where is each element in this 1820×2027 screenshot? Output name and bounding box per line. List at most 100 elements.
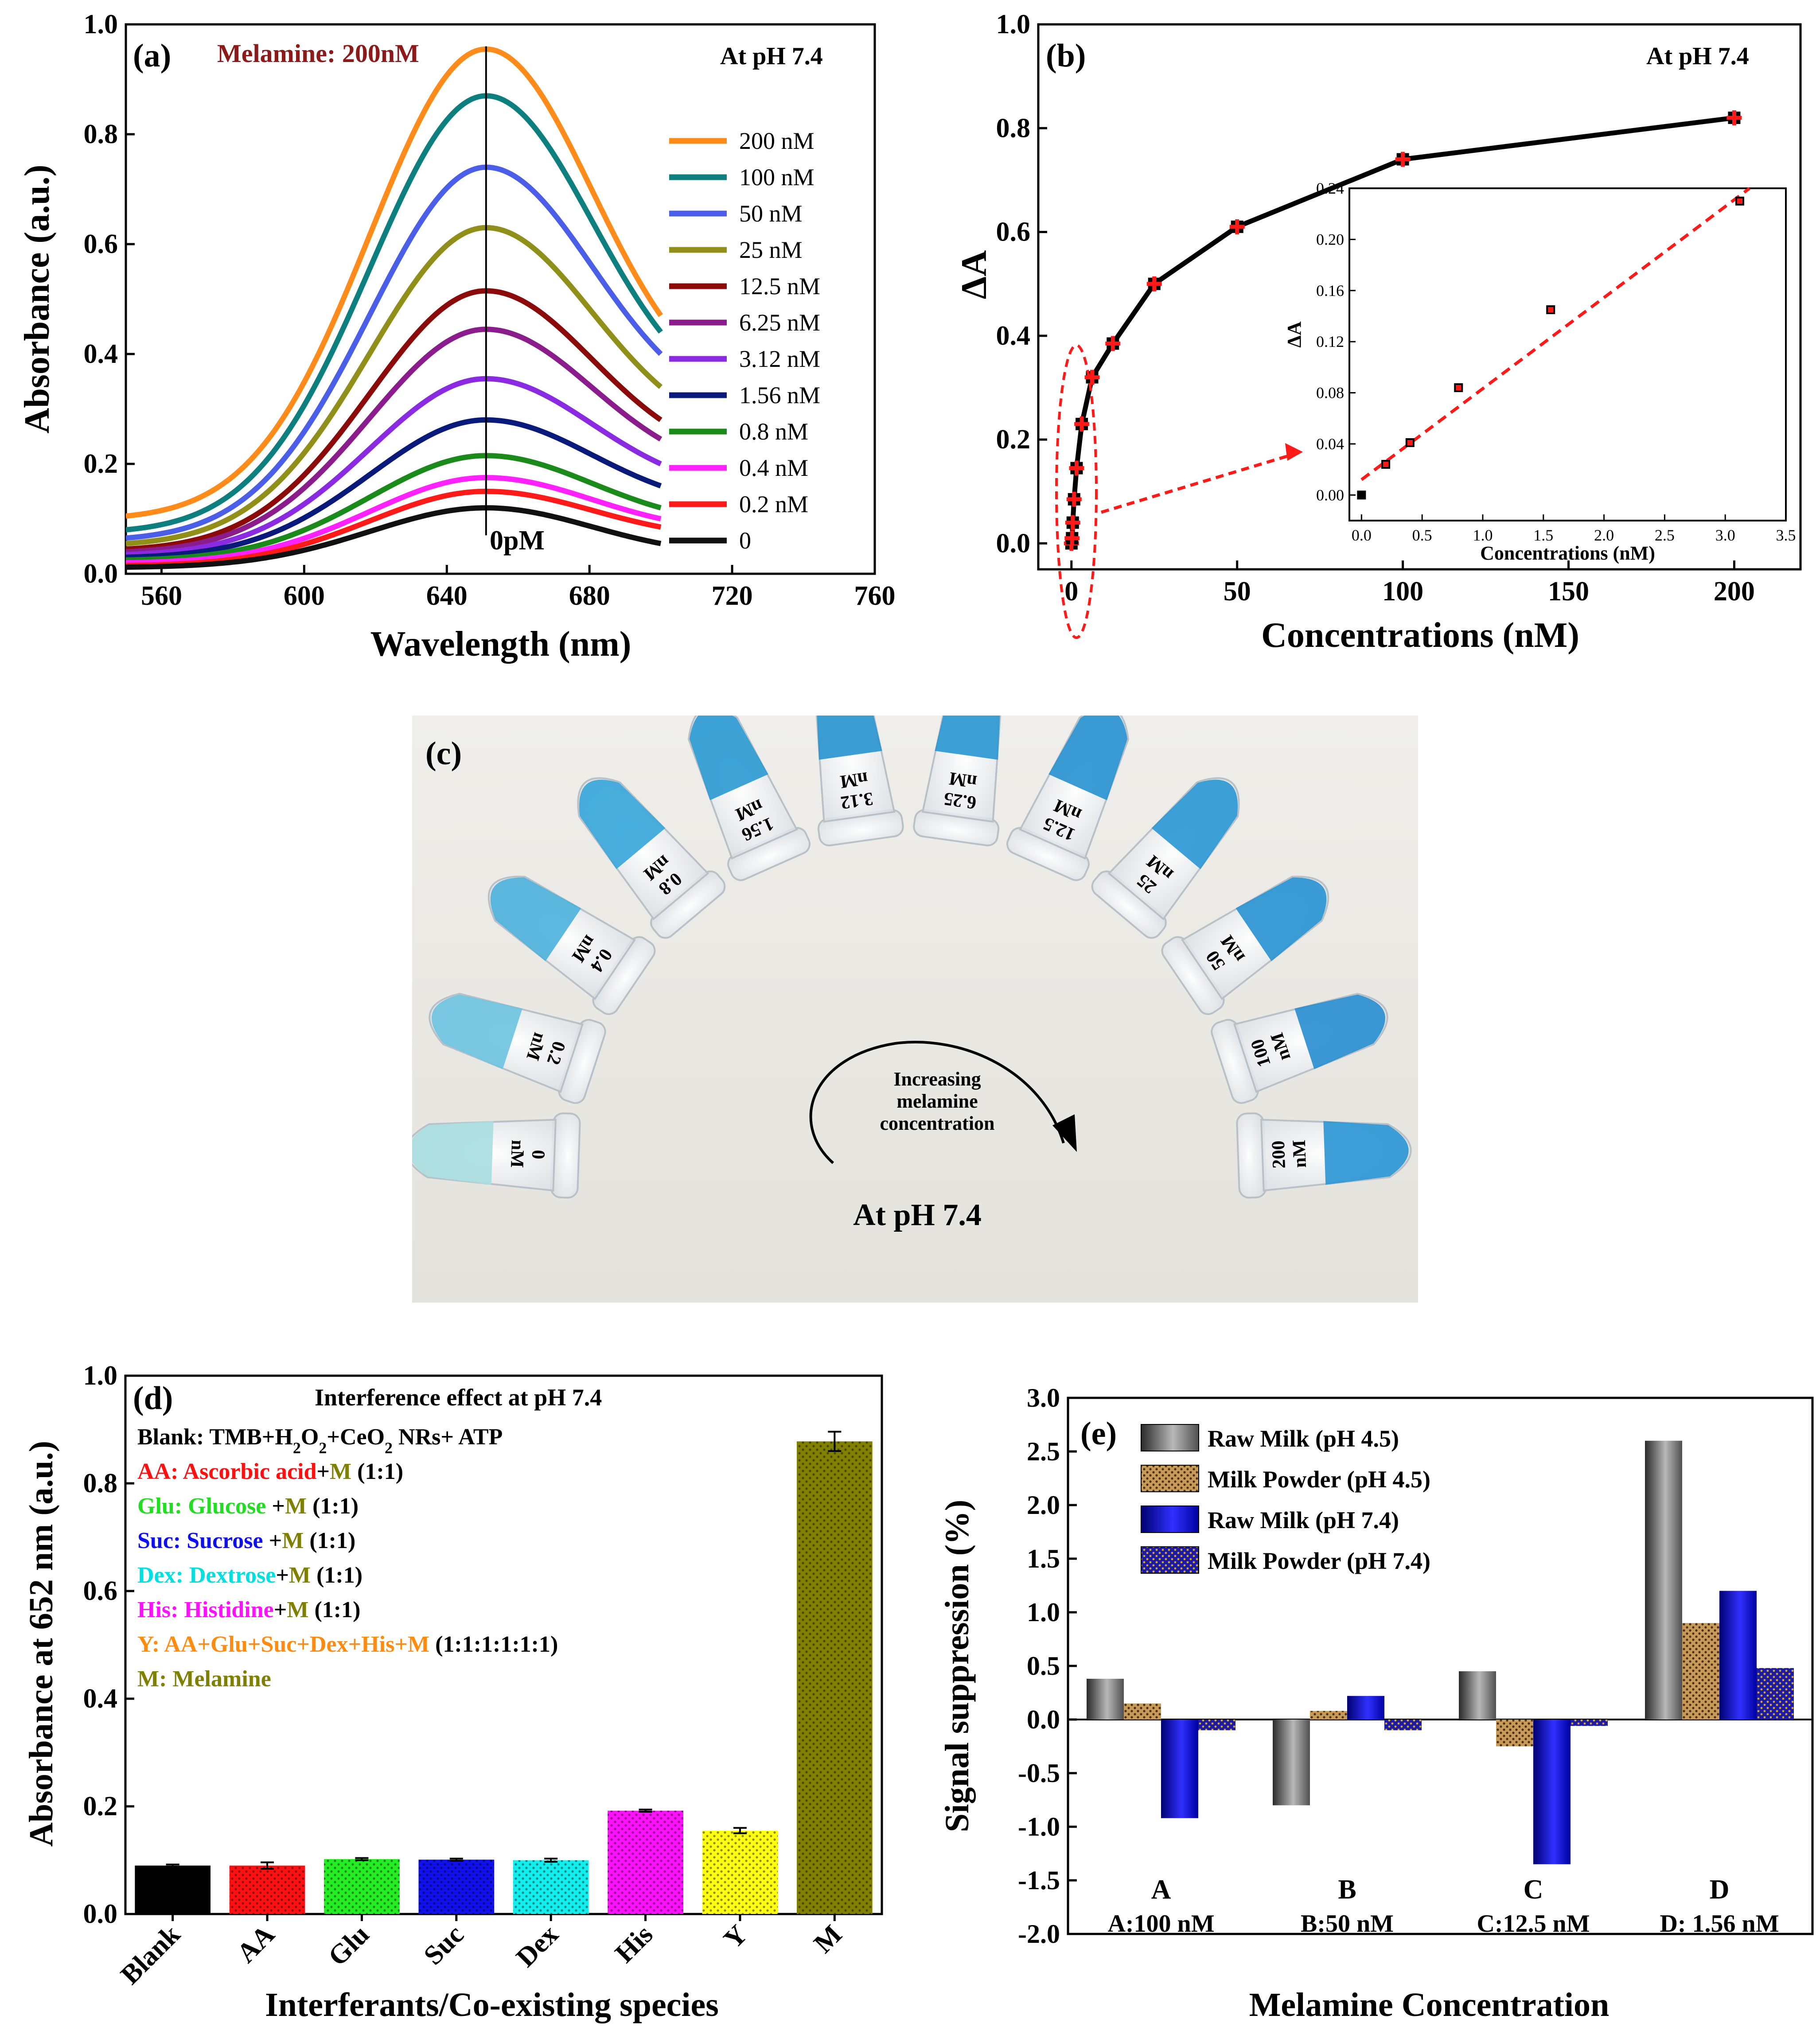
panel-e-legend-swatch [1141,1506,1199,1533]
panel-c-tube-liquid [816,716,882,760]
panel-b-chart: 0 50 100 150 200 0.0 0.2 0.4 0.6 0.8 1.0 0.0 0.5 1.0… [954,9,1802,655]
panel-c-label: (c) [425,735,462,772]
panel-a-curve [126,505,662,570]
panel-d-chart: 0.0 0.2 0.4 0.6 0.8 1.0 Blank AA Glu Suc Dex His Y M… [23,1361,883,2023]
panel-d-error-bar [355,1857,369,1861]
panel-c-tube-value: 3.12 [839,788,874,813]
panel-b-y-tick-label: 0.4 [996,321,1031,351]
panel-b-inset-x-tick-label: 3.5 [1776,526,1796,544]
panel-b-inset-y-tick-label: 0.00 [1316,486,1344,504]
panel-b-data-marker [1064,530,1080,546]
panel-a-legend-label: 200 nM [739,128,815,154]
panel-b-x-tick-label: 200 [1714,576,1755,607]
panel-a-chart: 560 600 640 680 720 760 0.0 0.2 0.4 0.6 0.8 1.0 (a)… [18,9,896,664]
panel-b-inset-y-tick-label: 0.08 [1316,384,1344,402]
panel-b-data-marker [1084,370,1100,385]
panel-d-y-tick-label: 0.6 [83,1576,118,1606]
panel-e-group-letter: A [1151,1875,1171,1905]
panel-b-inset-x-tick-label: 0.0 [1352,526,1372,544]
panel-a-curve [126,453,662,563]
panel-a-legend-label: 0.2 nM [739,491,808,517]
panel-d-heading: Interference effect at pH 7.4 [315,1384,602,1411]
panel-c-tube: 0.8nM [577,777,726,939]
panel-d-error-bar [449,1857,463,1862]
panel-b-y-tick-label: 0.6 [996,217,1031,247]
panel-d-legend-line: Glu: Glucose +M (1:1) [137,1494,359,1519]
panel-b-data-marker [1146,276,1162,292]
panel-a-legend-label: 25 nM [739,237,803,263]
panel-b-x-tick-label: 0 [1064,576,1078,607]
panel-e-bar [1384,1720,1422,1731]
panel-e-legend-label: Milk Powder (pH 7.4) [1208,1548,1430,1574]
panel-b-inset-frame [1348,187,1787,521]
panel-d-legend-line: Suc: Sucrose +M (1:1) [137,1528,355,1553]
panel-d-x-tick-label: Y [718,1919,753,1955]
panel-b-inset-y-label: ΔA [1283,321,1305,348]
panel-d-bar-pattern [513,1860,589,1914]
panel-c-tube-liquid [1235,877,1327,961]
panel-b-y-tick-label: 0.0 [996,528,1031,558]
panel-c-arrowhead [1052,1114,1077,1152]
panel-b-data-marker [1105,336,1121,351]
panel-e-y-tick-label: -0.5 [1018,1759,1060,1788]
panel-b-data-marker [1229,219,1245,234]
panel-d-error-bar [544,1857,558,1863]
panel-e-group-letter: B [1338,1875,1356,1905]
panel-c-tube-liquid [935,716,1001,760]
panel-a-curve [126,417,662,560]
panel-a-y-tick-label: 0.4 [84,339,118,369]
panel-e-group-caption: A:100 nM [1107,1910,1214,1938]
panel-c-tube-liquid [1294,994,1385,1070]
panel-d-x-tick-label: His [609,1919,659,1969]
panel-b-inset: 0.0 0.5 1.0 1.5 2.0 2.5 3.0 3.5 0.00 0.04 0.08 0.12… [1283,179,1796,564]
panel-b-inset-y-tick-label: 0.24 [1316,179,1344,197]
panel-c-tube-liquid [1048,716,1128,801]
panel-e-legend-label: Milk Powder (pH 4.5) [1208,1466,1430,1493]
panel-a-label: (a) [133,38,171,74]
panel-e-bar [1124,1703,1161,1720]
panel-a-legend-label: 3.12 nM [739,346,820,372]
panel-c-tube-value: 0 [528,1150,549,1160]
panel-d-legend-line: M: Melamine [137,1666,271,1692]
panel-d-y-tick-label: 0.4 [83,1684,118,1714]
panel-a-curve [126,93,663,533]
panel-e-y-tick-label: -1.0 [1018,1812,1060,1841]
panel-e-y-tick-label: 1.0 [1027,1598,1060,1627]
panel-d-label: (d) [133,1380,173,1416]
panel-b-inset-x-tick-label: 1.5 [1533,526,1553,544]
panel-b-zoom-arrow [1101,452,1295,514]
panel-b-inset-y-tick-label: 0.12 [1316,333,1344,350]
panel-a-legend-label: 1.56 nM [739,382,820,409]
panel-a-y-tick-label: 0.8 [84,119,118,149]
panel-e-y-tick-label: 0.0 [1027,1705,1060,1734]
panel-e-legend-label: Raw Milk (pH 7.4) [1208,1507,1399,1533]
panel-a-condition: At pH 7.4 [720,43,823,70]
panel-a-legend-label: 12.5 nM [739,273,820,300]
panel-b-x-axis-label: Concentrations (nM) [1261,616,1579,655]
panel-a-y-axis-label: Absorbance (a.u.) [18,165,57,434]
panel-d-x-tick-label: Suc [418,1919,469,1971]
panel-e-bar [1273,1720,1310,1805]
panel-a-x-tick-label: 600 [284,581,325,611]
panel-e-bar [1719,1591,1757,1720]
panel-d-legend-line: His: Histidine+M (1:1) [137,1597,360,1622]
panel-d-legend-line: Blank: TMB+H2O2+CeO2 NRs+ ATP [137,1424,503,1457]
panel-b-inset-point-marker [1548,307,1554,313]
panel-e-group-letter: C [1524,1875,1543,1905]
panel-b-data-marker [1069,460,1084,476]
panel-e-bar [1347,1696,1384,1720]
panel-e-group-caption: B:50 nM [1301,1910,1394,1938]
panel-b-plot-frame [1037,23,1802,571]
panel-c-tube-liquid [432,994,522,1070]
panel-b-data-marker [1066,491,1082,507]
panel-b-inset-x-tick-label: 2.0 [1594,526,1614,544]
panel-b-data-marker [1395,152,1411,167]
panel-d-bar-pattern [608,1810,683,1914]
panel-a-curve [126,327,663,555]
panel-e-y-tick-label: 0.5 [1027,1651,1060,1681]
panel-d-y-tick-label: 0.0 [83,1899,118,1929]
panel-d-x-axis-label: Interferants/Co-existing species [265,1986,719,2023]
panel-e-bar [1533,1720,1571,1864]
